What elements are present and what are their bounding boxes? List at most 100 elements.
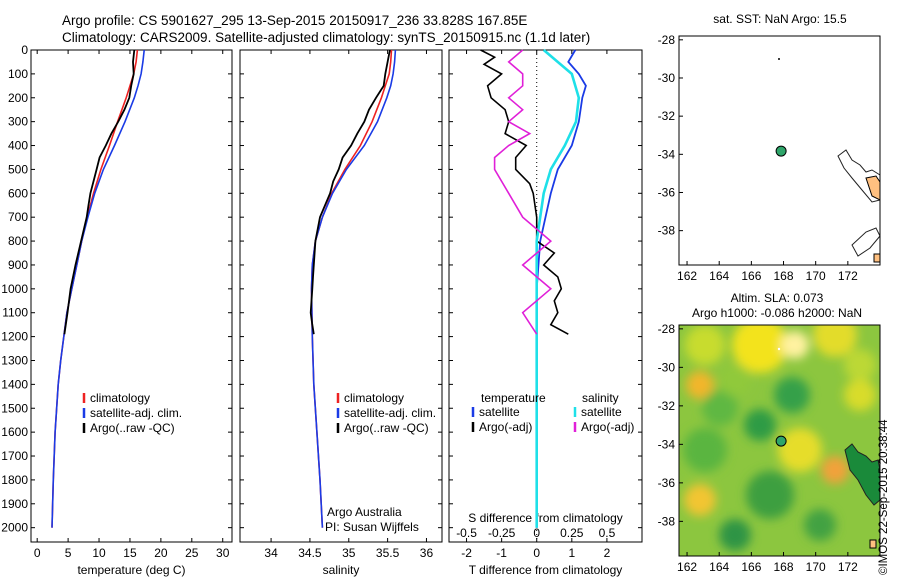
diff-legend-t-label: Argo(-adj) [479,420,532,434]
depth-tick-label: 200 [8,91,28,105]
diff-s-line-argoadj [493,49,553,335]
sla-anomaly-blob [732,325,788,373]
sla-anomaly-blob [774,377,810,413]
temp-x-axis-label: temperature (deg C) [77,563,185,577]
depth-tick-label: 700 [8,210,28,224]
temp-x-tick-label: 5 [65,546,72,560]
sla-anomaly-blob [778,428,822,472]
t-diff-tick-label: -1 [496,546,507,560]
t-diff-tick-label: -2 [461,546,472,560]
map-y-tick-label: -36 [658,185,676,199]
depth-tick-label: 1300 [1,353,28,367]
sal-line-argorawqc [309,49,391,335]
salinity-panel-frame [239,49,443,543]
map-x-tick-label: 162 [677,560,697,574]
temp-x-tick-label: 25 [185,546,199,560]
s-diff-tick-label: 0.5 [599,526,616,540]
temp-line-argorawqc [63,49,136,335]
map-y-tick-label: -30 [658,360,676,374]
sal-line-satelliteadjclim [310,49,397,528]
profile-title: Argo profile: CS 5901627_295 13-Sep-2015… [62,13,528,28]
sla-blobs [683,325,876,551]
t-diff-tick-label: 0 [533,546,540,560]
t-diff-tick-label: 2 [604,546,611,560]
sla-anomaly-blob [746,471,794,519]
sal-x-tick-label: 35 [342,546,356,560]
temp-x-tick-label: 30 [216,546,230,560]
map-x-tick-label: 170 [806,560,826,574]
map-x-tick-label: 170 [806,269,826,283]
map-x-tick-label: 162 [677,269,697,283]
depth-tick-label: 400 [8,139,28,153]
temp-x-tick-label: 20 [154,546,168,560]
depth-tick-label: 500 [8,162,28,176]
sla-anomaly-blob [719,364,751,396]
depth-tick-label: 1600 [1,425,28,439]
s-diff-tick-label: -0.25 [488,526,516,540]
depth-tick-label: 100 [8,67,28,81]
sal-x-tick-label: 36 [420,546,434,560]
map-x-tick-label: 164 [709,269,729,283]
sla-anomaly-blob [813,325,857,357]
sla-anomaly-blob [844,349,876,381]
map-y-tick-label: -38 [658,514,676,528]
sal-x-tick-label: 35.5 [376,546,400,560]
island [869,539,877,549]
t-diff-axis-label: T difference from climatology [469,563,623,577]
temp-legend-label: climatology [90,391,150,405]
sla-anomaly-blob [821,456,849,484]
sla-map-title-2: Argo h1000: -0.086 h2000: NaN [692,306,862,320]
climatology-title: Climatology: CARS2009. Satellite-adjuste… [62,30,591,45]
sal-line-climatology [310,49,393,528]
sal-legend-label: Argo(..raw -QC) [344,421,429,435]
temp-x-tick-label: 10 [92,546,106,560]
s-diff-tick-label: 0 [533,526,540,540]
depth-tick-label: 1200 [1,330,28,344]
depth-tick-label: 1700 [1,449,28,463]
sla-anomaly-blob [719,519,751,551]
depth-tick-label: 600 [8,186,28,200]
map-dot [778,58,780,60]
diff-t-line-argoadj [480,49,569,335]
diff-legend-s-label: Argo(-adj) [581,420,634,434]
sal-x-tick-label: 34.5 [298,546,322,560]
temp-x-tick-label: 0 [34,546,41,560]
depth-tick-label: 800 [8,234,28,248]
depth-tick-label: 0 [21,43,28,57]
sal-legend-label: climatology [344,391,404,405]
s-diff-tick-label: -0.5 [456,526,477,540]
temp-line-satelliteadjclim [51,49,145,528]
depth-tick-label: 2000 [1,521,28,535]
map-x-tick-label: 166 [741,269,761,283]
map-x-tick-label: 172 [838,560,858,574]
island [873,253,881,263]
sla-anomaly-blob [744,409,776,441]
sla_map-group: 162 164 166 168 170 172 -28 -30 -32 -34 -36 -38 [658,322,881,574]
map-y-tick-label: -32 [658,399,676,413]
map-x-tick-label: 168 [774,269,794,283]
temp-legend-label: satellite-adj. clim. [90,406,182,420]
pi-label: PI: Susan Wijffels [325,520,419,534]
s-diff-axis-label: S difference from climatology [468,511,623,525]
depth-tick-label: 1000 [1,282,28,296]
sla-map-title-1: Altim. SLA: 0.073 [731,291,824,305]
map-x-tick-label: 172 [838,269,858,283]
t-diff-tick-label: 1 [568,546,575,560]
map-y-tick-label: -36 [658,476,676,490]
argo-float-marker [775,145,787,157]
depth-tick-label: 1100 [2,306,28,320]
map-y-tick-label: -28 [658,33,676,47]
sal-legend-label: satellite-adj. clim. [344,406,436,420]
depth-tick-label: 300 [8,115,28,129]
temperature-panel-frame [30,49,233,543]
map-y-tick-label: -32 [658,109,676,123]
map-dot [777,347,781,351]
map-y-tick-label: -34 [658,437,676,451]
sla-anomaly-blob [702,390,738,426]
argo-australia-label: Argo Australia [327,505,402,519]
sla-anomaly-blob [804,509,836,541]
sla-anomaly-blob [684,484,716,516]
sla_map-frame [678,324,881,557]
sal-x-tick-label: 34 [264,546,278,560]
